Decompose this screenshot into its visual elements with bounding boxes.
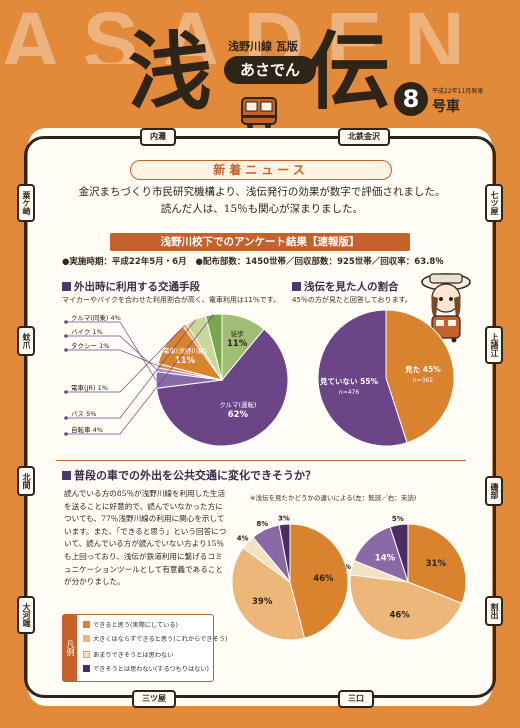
legend-label: できそうとは思わない(するつもりはない) xyxy=(93,666,209,673)
leader-dot xyxy=(64,320,68,324)
square-bullet-icon xyxy=(62,282,71,291)
legend-label: あまりできそうとは思わない xyxy=(93,652,173,659)
station-uchinada: 内灘 xyxy=(140,128,176,146)
legend-box: 凡例 できると思う(実際にしている) 大きくはならずできると思う(これからできそ… xyxy=(62,614,214,682)
slice-value-label: 46% xyxy=(313,574,334,584)
leader-dot xyxy=(64,432,68,436)
slice-value-label: 5% xyxy=(392,515,404,523)
read-pie-chart: 46% 39% 4% 8% 3% xyxy=(228,504,354,654)
issue-date: 平成22年11月発車 xyxy=(432,86,483,95)
station-hokutetsu-kanazawa: 北鉄金沢 xyxy=(338,128,390,146)
slice-value-label: 14% xyxy=(375,553,396,563)
news-line-2: 読んだ人は、15％も関心が深まりました。 xyxy=(62,201,462,218)
legend-swatch xyxy=(83,651,90,658)
issue-number: 8 xyxy=(394,82,428,116)
survey-stats: ●配布部数：1450世帯／回収部数：925世帯／回収率：63.8％ xyxy=(195,257,443,267)
chart-note: ※浅伝を見たかどうかの違いによる(左：既読／右：未読) xyxy=(250,492,416,502)
slice-callout-label: バス 5% xyxy=(71,410,96,418)
section3-title: 普段の車での外出を公共交通に変化できそうか？ xyxy=(62,467,316,483)
issue-car-label: 号車 xyxy=(432,96,460,116)
station-mitsuya: 三ツ屋 xyxy=(132,690,176,708)
slice-callout-label: クルマ(同乗) 4% xyxy=(71,313,121,322)
survey-facts: ●実施時期：平成22年5月・6月 ●配布部数：1450世帯／回収部数：925世帯… xyxy=(62,255,482,267)
legend-item: 大きくはならずできると思う(これからできそう) xyxy=(83,634,227,643)
leader-dot xyxy=(64,416,68,420)
station-waridashi: 割出 xyxy=(485,596,503,626)
unread-pie-chart: 31% 46% 4% 14% 5% xyxy=(346,504,472,654)
seen-ratio-pie-chart: 見た 45% n=362 見ていない 55% n=476 xyxy=(296,304,476,452)
section2-title-text: 浅伝を見た人の割合 xyxy=(304,281,399,293)
station-isobe: 磯部 xyxy=(485,476,503,506)
section3-body: 読んでいる方の85％が浅野川線を利用した生活を送ることに好意的で、読んでいなかっ… xyxy=(64,488,228,589)
survey-period: ●実施時期：平成22年5月・6月 xyxy=(62,257,187,267)
news-line-1: 金沢まちづくり市民研究機構より、浅伝発行の効果が数字で評価されました。 xyxy=(62,184,462,201)
legend-tag: 凡例 xyxy=(63,615,77,681)
slice-value-label: 見ていない 55% xyxy=(319,376,379,386)
title-pill: あさでん xyxy=(224,56,316,84)
legend-item: できそうとは思わない(するつもりはない) xyxy=(83,664,209,673)
slice-value-label: 見た 45% xyxy=(404,364,441,374)
station-kamimoroe: 上諸江 xyxy=(485,326,503,364)
section2-title: 浅伝を見た人の割合 xyxy=(292,279,399,294)
series-label: 浅野川線 瓦版 xyxy=(228,38,298,54)
leader-dot xyxy=(64,334,68,338)
leader-dot xyxy=(64,348,68,352)
square-bullet-icon xyxy=(62,471,71,480)
slice-value-label: 62% xyxy=(228,410,249,420)
survey-title: 浅野川校下でのアンケート結果【速報版】 xyxy=(110,233,410,251)
news-heading: 新着ニュース xyxy=(130,160,392,180)
slice-value-label: 3% xyxy=(278,514,290,522)
leader-dot xyxy=(64,390,68,394)
title-char-asa: 浅 xyxy=(128,30,212,114)
section1-title-text: 外出時に利用する交通手段 xyxy=(74,281,200,293)
slice-name-label: クルマ(運転) xyxy=(219,400,256,409)
slice-value-label: 4% xyxy=(237,535,249,543)
section-divider xyxy=(56,460,466,461)
slice-callout-label: 電車(JR) 1% xyxy=(71,383,108,392)
legend-swatch xyxy=(83,621,90,628)
slice-value-label: 39% xyxy=(252,597,273,607)
station-kitama: 北間 xyxy=(17,466,35,496)
legend-label: できると思う(実際にしている) xyxy=(93,622,178,629)
slice-name-label: 徒歩 xyxy=(231,329,245,338)
title-char-den: 伝 xyxy=(306,30,390,114)
section3-title-text: 普段の車での外出を公共交通に変化できそうか？ xyxy=(74,469,316,482)
slice-value-label: 31% xyxy=(426,559,447,569)
slice-callout-label: タクシー 1% xyxy=(71,341,109,350)
slice-callout-label: バイク 1% xyxy=(71,328,103,336)
legend-swatch xyxy=(83,635,90,642)
legend-item: できると思う(実際にしている) xyxy=(83,620,178,629)
slice-count-label: n=476 xyxy=(339,389,359,396)
station-okobata: 大河端 xyxy=(17,596,35,634)
section1-title: 外出時に利用する交通手段 xyxy=(62,279,200,294)
legend-swatch xyxy=(83,665,90,672)
station-kabata: 蚊爪 xyxy=(17,326,35,356)
slice-value-label: 11% xyxy=(227,339,248,349)
station-awagasaki: 粟ケ崎 xyxy=(17,184,35,222)
slice-value-label: 8% xyxy=(256,520,268,528)
legend-item: あまりできそうとは思わない xyxy=(83,650,173,659)
news-text: 金沢まちづくり市民研究機構より、浅伝発行の効果が数字で評価されました。 読んだ人… xyxy=(62,184,462,218)
station-mikuchi: 三口 xyxy=(338,690,374,708)
slice-count-label: n=362 xyxy=(413,377,433,384)
slice-value-label: 46% xyxy=(389,611,410,621)
legend-label: 大きくはならずできると思う(これからできそう) xyxy=(93,636,227,643)
slice-value-label: 4% xyxy=(346,563,351,571)
station-nanatsuya: 七ツ屋 xyxy=(485,184,503,222)
square-bullet-icon xyxy=(292,282,301,291)
slice-callout-label: 自転車 4% xyxy=(71,425,103,434)
masthead: 浅 伝 浅野川線 瓦版 あさでん 8 平成22年11月発車 号車 xyxy=(0,0,520,130)
train-icon xyxy=(238,96,280,130)
